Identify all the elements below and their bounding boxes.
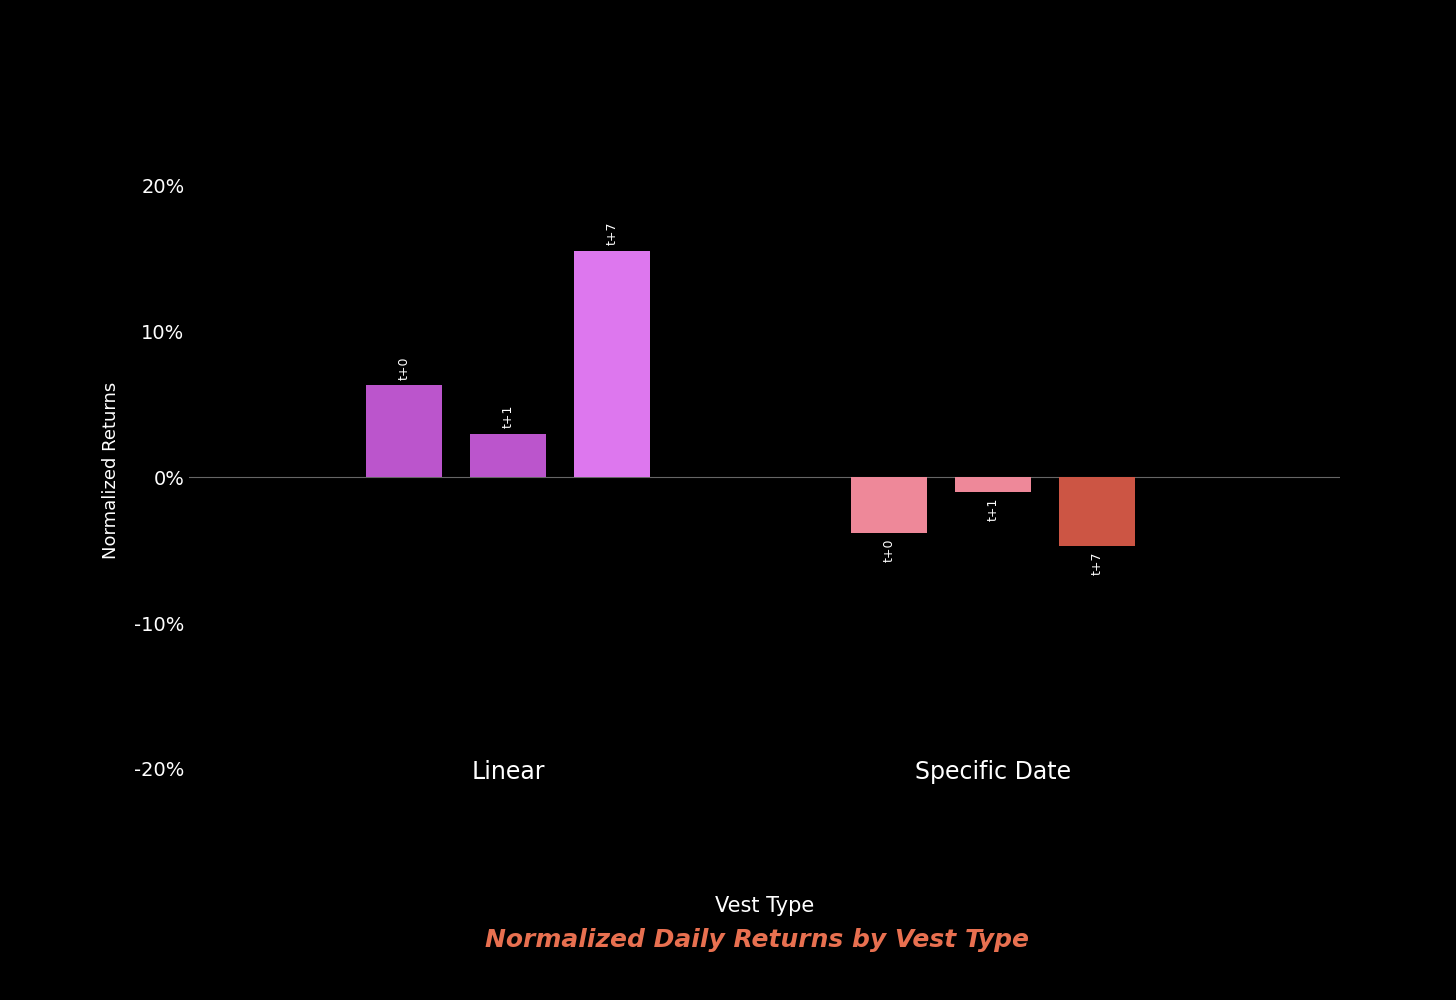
Text: Normalized Daily Returns by Vest Type: Normalized Daily Returns by Vest Type bbox=[485, 928, 1029, 952]
X-axis label: Vest Type: Vest Type bbox=[715, 896, 814, 916]
Text: Specific Date: Specific Date bbox=[914, 760, 1072, 784]
Bar bbox=[1059, 477, 1136, 546]
Bar bbox=[574, 251, 649, 477]
Text: t+0: t+0 bbox=[397, 356, 411, 380]
Text: t+7: t+7 bbox=[1091, 552, 1104, 575]
Text: t+7: t+7 bbox=[606, 222, 619, 245]
Bar bbox=[470, 434, 546, 477]
Text: t+1: t+1 bbox=[987, 498, 1000, 521]
Text: t+0: t+0 bbox=[882, 539, 895, 562]
Text: t+1: t+1 bbox=[501, 404, 514, 428]
Text: Linear: Linear bbox=[472, 760, 545, 784]
Bar bbox=[365, 385, 443, 477]
Y-axis label: Normalized Returns: Normalized Returns bbox=[102, 381, 121, 559]
Bar bbox=[955, 477, 1031, 492]
Bar bbox=[850, 477, 927, 533]
